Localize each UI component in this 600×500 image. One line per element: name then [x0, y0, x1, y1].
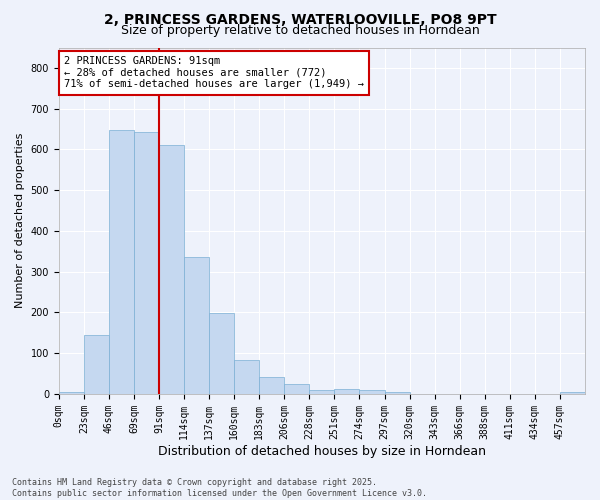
Text: Contains HM Land Registry data © Crown copyright and database right 2025.
Contai: Contains HM Land Registry data © Crown c…	[12, 478, 427, 498]
X-axis label: Distribution of detached houses by size in Horndean: Distribution of detached houses by size …	[158, 444, 486, 458]
Bar	[184, 258, 209, 394]
Bar	[234, 360, 259, 394]
Bar	[84, 335, 109, 394]
Bar	[134, 132, 159, 394]
Bar	[109, 130, 134, 394]
Text: 2, PRINCESS GARDENS, WATERLOOVILLE, PO8 9PT: 2, PRINCESS GARDENS, WATERLOOVILLE, PO8 …	[104, 12, 496, 26]
Bar	[310, 390, 334, 394]
Bar	[259, 377, 284, 394]
Bar	[209, 314, 234, 394]
Bar	[59, 392, 84, 394]
Bar	[385, 392, 410, 394]
Y-axis label: Number of detached properties: Number of detached properties	[15, 133, 25, 308]
Bar	[159, 146, 184, 394]
Bar	[560, 392, 585, 394]
Bar	[284, 384, 310, 394]
Text: 2 PRINCESS GARDENS: 91sqm
← 28% of detached houses are smaller (772)
71% of semi: 2 PRINCESS GARDENS: 91sqm ← 28% of detac…	[64, 56, 364, 90]
Bar	[359, 390, 385, 394]
Text: Size of property relative to detached houses in Horndean: Size of property relative to detached ho…	[121, 24, 479, 37]
Bar	[334, 388, 359, 394]
